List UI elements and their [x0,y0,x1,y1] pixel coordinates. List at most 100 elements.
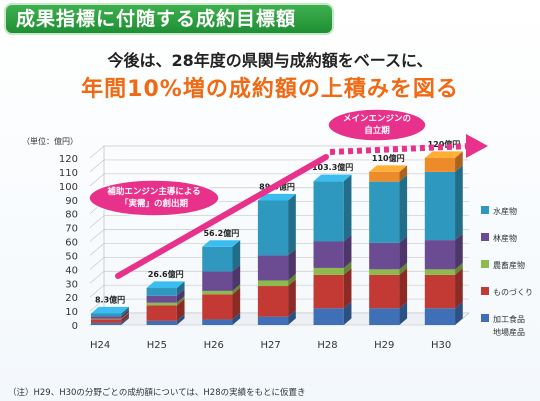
y-tick-label: 120 [59,154,78,165]
bar-face [146,295,177,303]
bar-segment [257,273,296,287]
bar-side [288,193,296,256]
headline: 年間10%増の成約額の上積みを図る [81,77,459,102]
legend-swatch [481,233,489,241]
bar-face [424,274,456,309]
gridline-depth [89,284,105,298]
bar-face [424,308,456,325]
total-label: 103.3億円 [312,162,353,172]
bar-side [176,281,185,296]
bar-segment [202,264,241,291]
y-tick-label: 80 [65,210,78,221]
bar-segment [369,175,408,243]
bar-side [455,268,463,309]
y-tick-label: 10 [65,307,78,318]
total-label: 26.6億円 [148,269,184,279]
bar-segment [257,248,296,281]
total-label: 110億円 [372,153,405,163]
bar-segment [424,301,463,325]
bar-face [369,171,400,182]
legend-label: 林産物 [493,233,517,243]
bar-segment [369,165,408,182]
bar-side [399,301,408,325]
y-tick-label: 50 [65,251,78,262]
legend-swatch [481,287,489,295]
bar-face [257,316,289,325]
legend-swatch [481,206,489,214]
bar-face [146,305,177,321]
bubble-text: 補助エンジン主導による [106,186,200,197]
bar-side [399,268,408,309]
bar-top [202,240,241,247]
bar-face [369,269,400,275]
bar-face [202,271,233,291]
bar-face [369,181,400,243]
bar-segment [424,151,463,172]
bar-segment [146,314,185,325]
bar-segment [90,312,129,320]
bar-segment [202,284,241,295]
bar-top [313,174,352,182]
bar-side [343,268,352,309]
y-tick-label: 0 [72,321,78,332]
bar-side [288,279,296,317]
bar-segment [424,262,463,275]
bar-segment [202,312,241,325]
gridline-depth [89,145,105,159]
bar-face [424,269,456,275]
bar-side [288,310,296,325]
bar-segment [257,279,296,317]
legend-label: 地場産品 [493,327,525,337]
bubble-shape [88,179,220,217]
bar-face [369,308,400,325]
bar-face [146,287,177,296]
bar-face [369,274,400,309]
bar-side [121,316,129,325]
gridline-depth [89,159,105,173]
bar-face [146,320,177,325]
bar-side [121,312,129,323]
unit-label: （単位：億円） [22,136,78,146]
x-tick-label: H25 [147,340,167,351]
bubble-shape [327,108,427,142]
bar-segment [146,296,185,306]
bar-side [399,262,408,275]
bar-side [399,236,408,270]
bar-face [90,316,122,319]
bar-side [343,234,352,268]
bar-segment [257,193,296,256]
bar-segment [313,234,352,268]
bar-segment [424,165,463,241]
bar-face [424,158,456,172]
bar-face [313,308,344,325]
subtitle: 今後は、28年度の県関与成約額をベースに、 [107,51,433,70]
annotation-bubble-left: 補助エンジン主導による「実需」の創出期 [88,179,220,217]
bar-segment [424,268,463,309]
bar-segment [202,240,241,272]
bar-side [232,264,241,291]
bar-face [202,246,233,272]
bar-segment [202,287,241,320]
bar-top [257,193,296,201]
bar-side [288,248,296,281]
total-label: 56.2億円 [203,228,239,238]
bar-face [257,280,289,287]
x-tick-label: H26 [204,340,224,351]
x-tick-label: H24 [90,340,110,351]
bar-segment [313,174,352,242]
bar-side [399,165,408,182]
bar-face [257,200,289,256]
bar-top [146,281,185,288]
x-tick-label: H27 [260,340,280,351]
bar-side [399,175,408,243]
arrow-dotted [329,143,471,155]
bar-side [176,298,185,321]
bar-segment [369,268,408,309]
bar-side [455,262,463,275]
gridline-depth [89,298,105,312]
bar-side [176,296,185,306]
bar-face [257,255,289,281]
bar-face [146,302,177,306]
